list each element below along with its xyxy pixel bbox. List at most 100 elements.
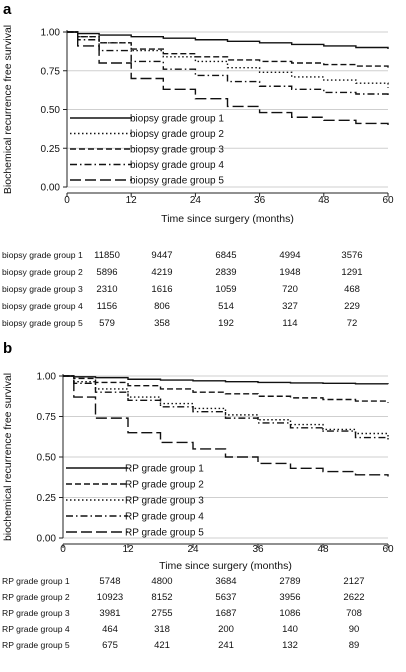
x-tick-label: 24 (187, 544, 199, 555)
risk-cell: 720 (282, 284, 298, 295)
risk-cell: 464 (102, 624, 118, 635)
risk-cell: 229 (344, 301, 360, 312)
risk-cell: 2310 (96, 284, 117, 295)
risk-cell: 9447 (151, 250, 172, 261)
risk-cell: 514 (218, 301, 234, 312)
risk-cell: 1156 (97, 301, 117, 312)
risk-cell: 90 (349, 624, 360, 635)
x-tick-label: 0 (60, 544, 66, 555)
legend-label-2: biopsy grade group 2 (130, 129, 224, 140)
series-line-4 (63, 375, 389, 441)
x-tick-label: 60 (382, 195, 394, 206)
x-axis-title: Time since surgery (months) (161, 213, 294, 225)
km-chart-panel-a: a 0.00 0.25 0.50 0.75 1.00 0 12 24 36 48 60 Time sin… (2, 1, 394, 329)
y-tick-label: 0.50 (37, 453, 57, 464)
y-tick-label: 0.75 (37, 412, 57, 423)
risk-row-label: RP grade group 2 (2, 592, 70, 602)
risk-cell: 5896 (96, 267, 117, 278)
y-tick-label: 0.00 (41, 183, 61, 194)
x-tick-label: 48 (317, 544, 329, 555)
risk-row-label: biopsy grade group 3 (2, 284, 83, 294)
risk-cell: 5637 (215, 592, 236, 603)
series-line-1 (67, 31, 389, 50)
risk-row-label: RP grade group 5 (2, 640, 70, 650)
y-axis-title: biochemical recurrence free survival (2, 373, 14, 541)
risk-row-label: biopsy grade group 4 (2, 301, 83, 311)
risk-cell: 3684 (215, 576, 236, 587)
risk-cell: 2127 (343, 576, 364, 587)
y-tick-label: 0.75 (41, 66, 61, 77)
risk-cell: 72 (347, 318, 358, 329)
panel-label: a (3, 1, 12, 18)
risk-row-label: RP grade group 1 (2, 576, 70, 586)
risk-cell: 3981 (99, 608, 120, 619)
x-tick-label: 12 (122, 544, 134, 555)
risk-cell: 358 (154, 318, 170, 329)
risk-cell: 2755 (151, 608, 172, 619)
x-tick-label: 0 (64, 195, 70, 206)
x-tick-label: 24 (190, 195, 202, 206)
risk-cell: 114 (282, 318, 297, 329)
y-tick-label: 0.25 (41, 144, 61, 155)
legend-label-4: RP grade group 4 (125, 512, 204, 523)
series-line-5 (67, 31, 389, 125)
legend-label-3: biopsy grade group 3 (130, 145, 224, 156)
y-tick-label: 1.00 (41, 28, 61, 39)
legend-label-5: RP grade group 5 (125, 528, 204, 539)
legend-label-1: biopsy grade group 1 (130, 114, 224, 125)
risk-cell: 2789 (279, 576, 300, 587)
risk-row-label: RP grade group 3 (2, 608, 70, 618)
series-line-3 (63, 375, 389, 438)
series-line-2 (63, 375, 389, 403)
series-line-1 (63, 375, 389, 385)
risk-cell: 3576 (341, 250, 362, 261)
risk-cell: 10923 (97, 592, 123, 603)
risk-cell: 421 (154, 640, 170, 651)
km-chart-panel-b: b 0.00 0.25 0.50 0.75 1.00 0 12 24 36 48 60 Time sin… (2, 340, 394, 651)
risk-cell: 241 (218, 640, 234, 651)
risk-cell: 140 (282, 624, 298, 635)
x-tick-label: 12 (126, 195, 138, 206)
risk-cell: 1616 (151, 284, 172, 295)
risk-cell: 675 (102, 640, 118, 651)
x-axis-title: Time since surgery (months) (159, 560, 292, 572)
risk-cell: 1948 (279, 267, 300, 278)
y-tick-label: 0.25 (37, 493, 57, 504)
risk-cell: 1086 (279, 608, 300, 619)
risk-cell: 8152 (151, 592, 172, 603)
legend-label-2: RP grade group 2 (125, 480, 204, 491)
risk-row-label: RP grade group 4 (2, 624, 70, 634)
legend-label-5: biopsy grade group 5 (130, 176, 224, 187)
risk-cell: 200 (218, 624, 234, 635)
risk-cell: 132 (282, 640, 298, 651)
x-tick-label: 36 (254, 195, 266, 206)
y-axis-title: Biochemical recurrence free survival (2, 25, 14, 194)
risk-cell: 4219 (151, 267, 172, 278)
y-tick-label: 1.00 (37, 372, 57, 383)
risk-cell: 6845 (215, 250, 236, 261)
x-tick-label: 60 (382, 544, 394, 555)
risk-cell: 1291 (341, 267, 362, 278)
risk-cell: 2839 (215, 267, 236, 278)
y-tick-label: 0.50 (41, 105, 61, 116)
x-tick-label: 36 (252, 544, 264, 555)
risk-cell: 708 (346, 608, 362, 619)
risk-row-label: biopsy grade group 2 (2, 267, 83, 277)
panel-label: b (3, 340, 12, 357)
risk-cell: 5748 (99, 576, 120, 587)
risk-cell: 468 (344, 284, 360, 295)
risk-cell: 1687 (215, 608, 236, 619)
risk-cell: 89 (349, 640, 360, 651)
legend-label-3: RP grade group 3 (125, 496, 204, 507)
legend-label-1: RP grade group 1 (125, 464, 204, 475)
risk-cell: 11850 (94, 250, 120, 261)
x-tick-label: 48 (318, 195, 330, 206)
series-line-5 (63, 375, 389, 477)
legend-label-4: biopsy grade group 4 (130, 160, 224, 171)
risk-row-label: biopsy grade group 5 (2, 318, 83, 328)
risk-row-label: biopsy grade group 1 (2, 250, 83, 260)
risk-cell: 2622 (343, 592, 364, 603)
risk-cell: 318 (154, 624, 170, 635)
risk-cell: 327 (282, 301, 298, 312)
risk-cell: 4800 (151, 576, 172, 587)
